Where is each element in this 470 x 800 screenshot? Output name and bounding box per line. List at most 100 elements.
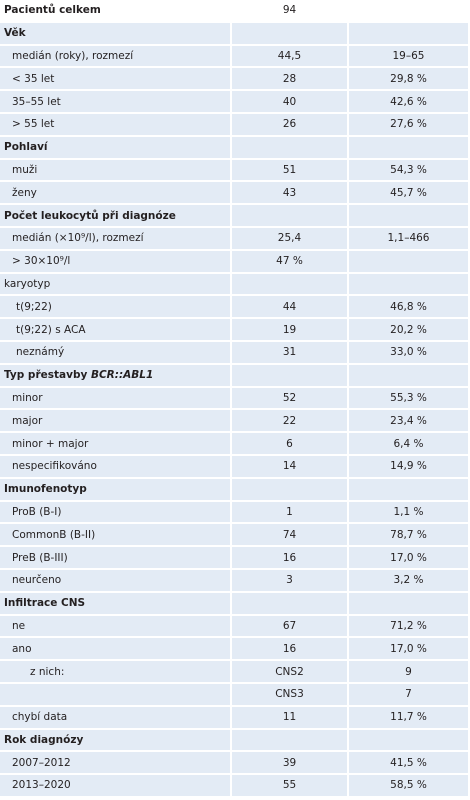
empty-cell <box>349 0 468 21</box>
empty-cell <box>349 592 468 614</box>
section-header: Infiltrace CNS <box>0 592 468 614</box>
percent-cell: 78,7 % <box>349 524 468 546</box>
table-row: t(9;22) s ACA 19 20,2 % <box>0 319 468 340</box>
row-label: major <box>0 410 230 432</box>
percent-cell: 19–65 <box>349 45 468 67</box>
count-cell: 44 <box>232 296 347 318</box>
count-cell: 14 <box>232 455 347 477</box>
empty-cell <box>349 729 468 751</box>
row-label: 2013–2020 <box>0 775 230 796</box>
row-label: muži <box>0 159 230 181</box>
row-label: neznámý <box>0 341 230 363</box>
section-title: Typ přestavby BCR::ABL1 <box>0 364 230 386</box>
percent-cell: 3,2 % <box>349 569 468 591</box>
empty-cell <box>349 273 468 295</box>
empty-cell <box>349 22 468 44</box>
empty-cell <box>232 273 347 295</box>
percent-cell: 20,2 % <box>349 319 468 340</box>
section-header: Rok diagnózy <box>0 729 468 751</box>
count-cell: 11 <box>232 706 347 728</box>
title-text: Počet leukocytů při diagnóze <box>4 209 176 222</box>
percent-cell: 42,6 % <box>349 91 468 112</box>
row-label: medián (roky), rozmezí <box>0 45 230 67</box>
count-cell: 67 <box>232 615 347 637</box>
title-text: Pohlaví <box>4 141 48 154</box>
row-label: nespecifikováno <box>0 455 230 477</box>
count-cell: 31 <box>232 341 347 363</box>
count-cell: 39 <box>232 752 347 774</box>
section-header: karyotyp <box>0 273 468 295</box>
empty-cell <box>349 364 468 386</box>
section-title: Věk <box>0 22 230 44</box>
empty-cell <box>232 205 347 226</box>
empty-cell <box>349 478 468 500</box>
section-header: Věk <box>0 22 468 44</box>
table-row: ženy 43 45,7 % <box>0 182 468 204</box>
table-row: CommonB (B-II) 74 78,7 % <box>0 524 468 546</box>
count-cell: 28 <box>232 68 347 90</box>
percent-cell: 46,8 % <box>349 296 468 318</box>
table-row: 2013–2020 55 58,5 % <box>0 775 468 796</box>
table-row: medián (×10⁹/l), rozmezí 25,4 1,1–466 <box>0 227 468 249</box>
section-header: Typ přestavby BCR::ABL1 <box>0 364 468 386</box>
count-cell: 19 <box>232 319 347 340</box>
empty-cell <box>349 136 468 158</box>
row-label: < 35 let <box>0 68 230 90</box>
row-label: ženy <box>0 182 230 204</box>
row-label: CommonB (B-II) <box>0 524 230 546</box>
percent-cell: 33,0 % <box>349 341 468 363</box>
percent-cell: 58,5 % <box>349 775 468 796</box>
percent-cell: 17,0 % <box>349 547 468 568</box>
table-row: ProB (B-I) 1 1,1 % <box>0 501 468 523</box>
percent-cell <box>349 250 468 272</box>
row-label: minor + major <box>0 433 230 454</box>
count-cell: 43 <box>232 182 347 204</box>
title-text: Rok diagnózy <box>4 733 84 746</box>
table-row: neznámý 31 33,0 % <box>0 341 468 363</box>
table-row: PreB (B-III) 16 17,0 % <box>0 547 468 568</box>
section-header: Imunofenotyp <box>0 478 468 500</box>
count-cell: 94 <box>232 0 347 21</box>
row-label: 35–55 let <box>0 91 230 112</box>
empty-cell <box>232 729 347 751</box>
table-row: muži 51 54,3 % <box>0 159 468 181</box>
count-cell: CNS3 <box>232 683 347 705</box>
row-label: ProB (B-I) <box>0 501 230 523</box>
count-cell: CNS2 <box>232 661 347 682</box>
row-label: z nich: <box>0 661 230 682</box>
section-title: Infiltrace CNS <box>0 592 230 614</box>
count-cell: 40 <box>232 91 347 112</box>
percent-cell: 27,6 % <box>349 113 468 135</box>
row-label: Pacientů celkem <box>0 0 230 21</box>
count-cell: 22 <box>232 410 347 432</box>
row-label: minor <box>0 387 230 409</box>
percent-cell: 6,4 % <box>349 433 468 454</box>
section-header: Počet leukocytů při diagnóze <box>0 205 468 226</box>
percent-cell: 9 <box>349 661 468 682</box>
count-cell: 26 <box>232 113 347 135</box>
table-row: minor 52 55,3 % <box>0 387 468 409</box>
percent-cell: 23,4 % <box>349 410 468 432</box>
count-cell: 52 <box>232 387 347 409</box>
title-text: Infiltrace CNS <box>4 597 86 610</box>
empty-cell <box>232 478 347 500</box>
table-row: major 22 23,4 % <box>0 410 468 432</box>
title-text: Imunofenotyp <box>4 483 87 496</box>
row-label: neurčeno <box>0 569 230 591</box>
table-row: 2007–2012 39 41,5 % <box>0 752 468 774</box>
empty-cell <box>232 22 347 44</box>
table-row: Pacientů celkem 94 <box>0 0 468 21</box>
title-text: Typ přestavby <box>4 369 88 382</box>
row-label: > 30×10⁹/l <box>0 250 230 272</box>
table-row: neurčeno 3 3,2 % <box>0 569 468 591</box>
percent-cell: 71,2 % <box>349 615 468 637</box>
section-header: Pohlaví <box>0 136 468 158</box>
percent-cell: 1,1–466 <box>349 227 468 249</box>
table-row: > 30×10⁹/l 47 % <box>0 250 468 272</box>
percent-cell: 54,3 % <box>349 159 468 181</box>
percent-cell: 41,5 % <box>349 752 468 774</box>
row-label: PreB (B-III) <box>0 547 230 568</box>
